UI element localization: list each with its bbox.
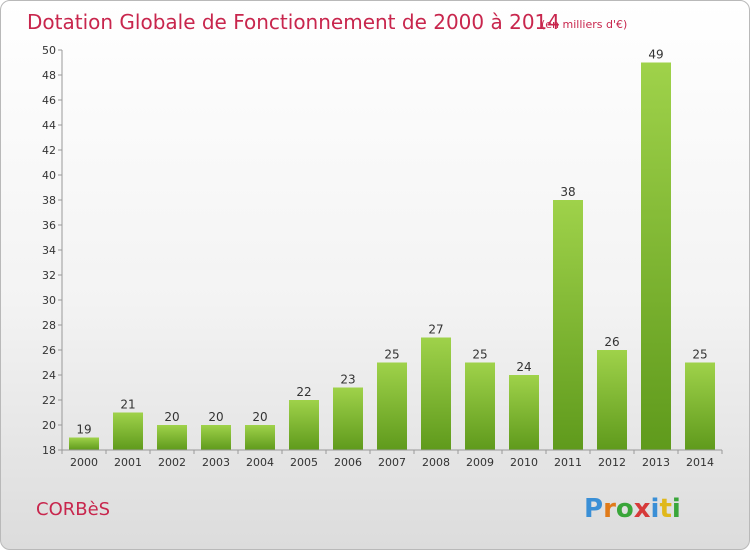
data-label: 25: [384, 348, 399, 362]
bar: [641, 62, 671, 450]
bar: [553, 200, 583, 450]
y-tick-label: 50: [42, 44, 56, 57]
data-label: 23: [340, 373, 355, 387]
x-tick-label: 2011: [554, 456, 582, 469]
y-tick-label: 48: [42, 69, 56, 82]
x-tick-label: 2013: [642, 456, 670, 469]
chart-subtitle: (en milliers d'€): [541, 18, 627, 31]
y-tick-label: 28: [42, 319, 56, 332]
y-tick-label: 40: [42, 169, 56, 182]
logo-letter: o: [616, 494, 634, 524]
x-tick-label: 2012: [598, 456, 626, 469]
bar: [377, 362, 407, 450]
logo-letter: r: [603, 494, 616, 524]
logo-letter: x: [634, 494, 651, 524]
data-label: 25: [472, 348, 487, 362]
bar: [157, 425, 187, 450]
proxiti-logo: Proxiti: [584, 494, 681, 524]
x-tick-label: 2014: [686, 456, 714, 469]
x-tick-label: 2000: [70, 456, 98, 469]
bars: 19 21 20 20 20 22 23 25 27 25 24 38 26 49 25: [69, 48, 715, 450]
x-tick-label: 2010: [510, 456, 538, 469]
bar: [245, 425, 275, 450]
bar: [509, 375, 539, 450]
data-label: 20: [252, 410, 267, 424]
y-tick-label: 32: [42, 269, 56, 282]
x-tick-label: 2001: [114, 456, 142, 469]
data-label: 24: [516, 360, 531, 374]
data-label: 20: [208, 410, 223, 424]
y-tick-label: 42: [42, 144, 56, 157]
data-label: 21: [120, 398, 135, 412]
data-label: 38: [560, 185, 575, 199]
y-tick-label: 30: [42, 294, 56, 307]
y-tick-label: 22: [42, 394, 56, 407]
bar: [289, 400, 319, 450]
logo-letter: i: [672, 494, 681, 524]
logo-letter: t: [659, 494, 671, 524]
y-axis: 18 20 22 24 26 28 30 32 34 36 38 40 42 44 46 48 50: [42, 44, 63, 457]
data-label: 26: [604, 335, 619, 349]
bar: [465, 362, 495, 450]
bar: [113, 412, 143, 450]
logo-letter: P: [584, 494, 603, 524]
y-tick-label: 38: [42, 194, 56, 207]
data-label: 49: [648, 48, 663, 62]
y-tick-label: 20: [42, 419, 56, 432]
data-label: 27: [428, 323, 443, 337]
logo-letter: i: [651, 494, 660, 524]
y-tick-label: 24: [42, 369, 56, 382]
x-tick-label: 2009: [466, 456, 494, 469]
data-label: 20: [164, 410, 179, 424]
bar: [421, 337, 451, 450]
y-tick-label: 36: [42, 219, 56, 232]
x-tick-label: 2007: [378, 456, 406, 469]
x-tick-label: 2008: [422, 456, 450, 469]
x-tick-label: 2002: [158, 456, 186, 469]
y-tick-label: 34: [42, 244, 56, 257]
data-label: 25: [692, 348, 707, 362]
bar: [685, 362, 715, 450]
x-tick-label: 2004: [246, 456, 274, 469]
bar: [597, 350, 627, 450]
x-tick-label: 2005: [290, 456, 318, 469]
y-tick-label: 18: [42, 444, 56, 457]
x-axis: 2000 2001 2002 2003 2004 2005 2006 2007 2008 2009…: [61, 449, 723, 469]
x-tick-label: 2006: [334, 456, 362, 469]
chart-title: Dotation Globale de Fonctionnement de 20…: [27, 10, 560, 34]
data-label: 22: [296, 385, 311, 399]
bar: [201, 425, 231, 450]
y-tick-label: 46: [42, 94, 56, 107]
x-tick-label: 2003: [202, 456, 230, 469]
commune-name: CORBèS: [36, 499, 110, 520]
bar: [69, 437, 99, 450]
y-tick-label: 44: [42, 119, 56, 132]
bar: [333, 387, 363, 450]
data-label: 19: [76, 423, 91, 437]
y-tick-label: 26: [42, 344, 56, 357]
